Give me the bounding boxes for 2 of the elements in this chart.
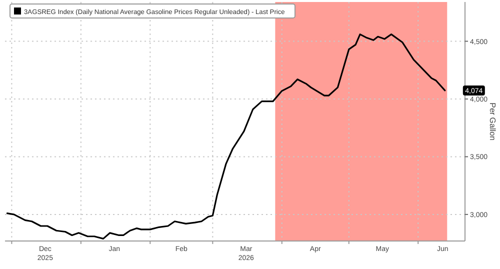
line-series [6, 34, 446, 240]
y-axis-title: Per Gallon [488, 102, 497, 140]
